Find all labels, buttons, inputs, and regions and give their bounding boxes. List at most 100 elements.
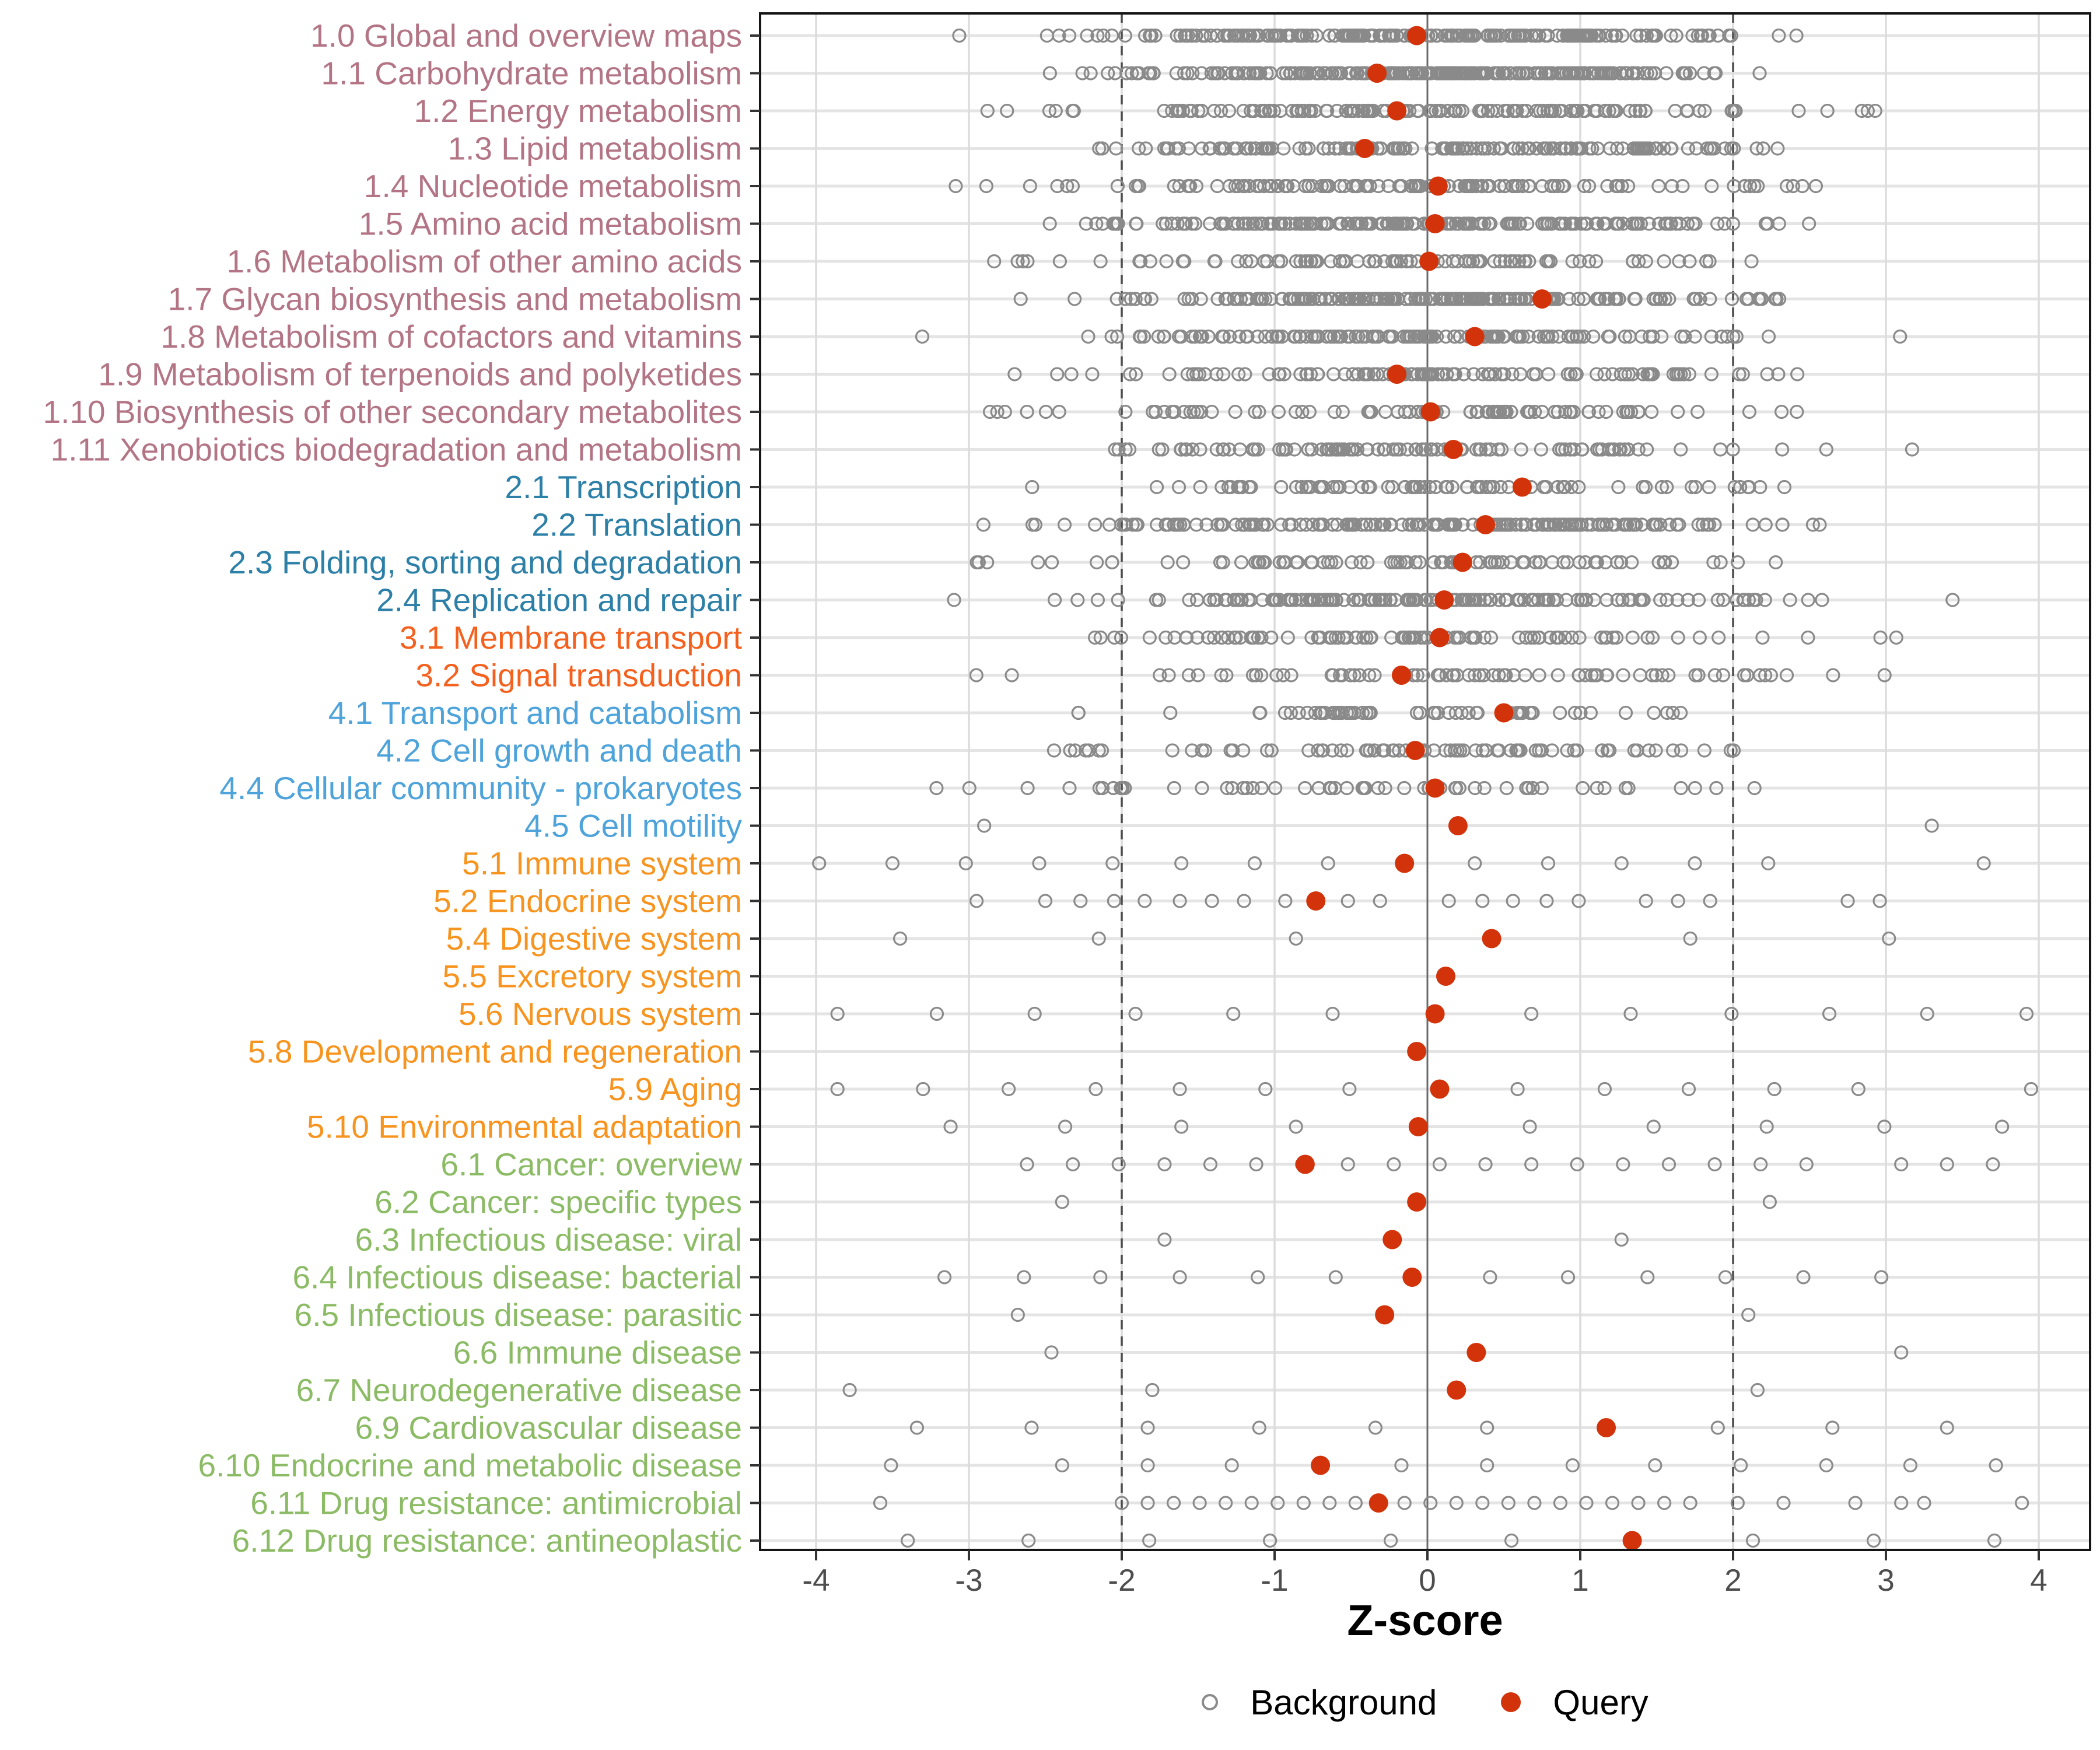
background-point — [1276, 141, 1291, 156]
background-point — [1517, 254, 1532, 269]
background-point — [1328, 442, 1343, 457]
background-point — [1709, 780, 1724, 796]
background-point — [1068, 743, 1083, 758]
background-point — [1236, 780, 1251, 796]
background-point — [1527, 404, 1542, 419]
background-point — [1384, 1533, 1398, 1548]
background-point — [1142, 630, 1157, 645]
background-point — [1551, 630, 1566, 645]
background-point — [1642, 216, 1656, 231]
background-point — [1096, 28, 1111, 43]
background-point — [1737, 593, 1752, 607]
background-point — [1483, 1270, 1497, 1284]
background-point — [1303, 367, 1318, 382]
background-point — [1132, 254, 1147, 269]
background-point — [1917, 1496, 1931, 1510]
background-point — [1161, 668, 1176, 682]
background-point — [1251, 1270, 1265, 1284]
background-point — [1504, 555, 1518, 570]
background-point — [1744, 254, 1759, 269]
background-point — [1355, 780, 1370, 796]
query-point — [1407, 1192, 1427, 1212]
background-point — [1477, 216, 1492, 231]
background-point — [1561, 329, 1576, 344]
background-point — [1017, 1270, 1031, 1284]
background-point — [969, 668, 984, 682]
background-point — [1460, 292, 1475, 306]
query-point — [1407, 26, 1427, 46]
background-point — [1840, 894, 1855, 908]
background-point — [1244, 480, 1258, 495]
background-point — [1413, 292, 1427, 306]
background-point — [1301, 103, 1317, 118]
background-point — [1497, 668, 1511, 682]
background-point — [1407, 329, 1422, 344]
y-axis-label: 5.5 Excretory system — [443, 958, 742, 995]
background-point — [1359, 517, 1373, 532]
background-point — [1297, 103, 1311, 118]
background-point — [1217, 141, 1233, 156]
background-point — [1539, 66, 1553, 80]
background-point — [1342, 1082, 1357, 1097]
x-tick-label: -4 — [802, 1563, 830, 1598]
background-point — [1623, 1006, 1638, 1021]
background-point — [1210, 292, 1225, 306]
background-point — [1093, 630, 1108, 645]
background-point — [1228, 404, 1242, 419]
background-point — [1176, 555, 1191, 570]
background-point — [1432, 66, 1446, 80]
background-point — [1474, 141, 1489, 156]
background-point — [1068, 292, 1082, 306]
background-point — [1310, 329, 1325, 344]
background-point — [1253, 705, 1268, 720]
background-point — [1330, 517, 1345, 532]
background-point — [1546, 141, 1560, 156]
background-point — [1315, 705, 1329, 720]
background-point — [1386, 442, 1401, 457]
query-point — [1391, 666, 1411, 685]
background-point — [1144, 28, 1158, 43]
background-point — [1202, 593, 1217, 607]
background-point — [1283, 66, 1297, 80]
background-point — [1648, 66, 1662, 80]
background-point — [1564, 630, 1579, 645]
background-point — [1536, 480, 1551, 495]
background-point — [1873, 894, 1887, 908]
background-point — [1854, 103, 1869, 118]
x-axis-title: Z-score — [1347, 1596, 1503, 1644]
background-point — [1767, 1082, 1782, 1097]
background-point — [1361, 404, 1376, 419]
background-point — [1558, 480, 1572, 495]
background-point — [1444, 292, 1458, 306]
background-point — [1657, 555, 1671, 570]
background-point — [1503, 66, 1517, 80]
background-point — [1114, 630, 1129, 645]
background-point — [1346, 367, 1360, 382]
background-point — [901, 1533, 915, 1548]
background-point — [1779, 668, 1794, 682]
background-point — [1324, 780, 1339, 796]
background-point — [1616, 216, 1630, 231]
background-point — [1574, 216, 1588, 231]
background-point — [1214, 668, 1228, 682]
background-point — [1330, 103, 1345, 118]
background-point — [1538, 28, 1553, 43]
background-point — [1676, 66, 1691, 80]
background-point — [1893, 329, 1908, 344]
background-point — [1293, 254, 1308, 269]
query-point — [1425, 778, 1445, 798]
background-point — [1596, 216, 1611, 231]
background-point — [1704, 367, 1718, 382]
background-point — [1044, 1345, 1059, 1360]
background-point — [1662, 292, 1676, 306]
background-point — [1294, 480, 1309, 495]
background-point — [1341, 141, 1356, 156]
background-point — [1671, 894, 1685, 908]
background-point — [1393, 216, 1408, 231]
background-point — [1089, 216, 1104, 231]
background-point — [1631, 1496, 1646, 1510]
background-point — [1266, 103, 1282, 118]
background-point — [1945, 593, 1960, 607]
background-point — [1304, 329, 1319, 344]
